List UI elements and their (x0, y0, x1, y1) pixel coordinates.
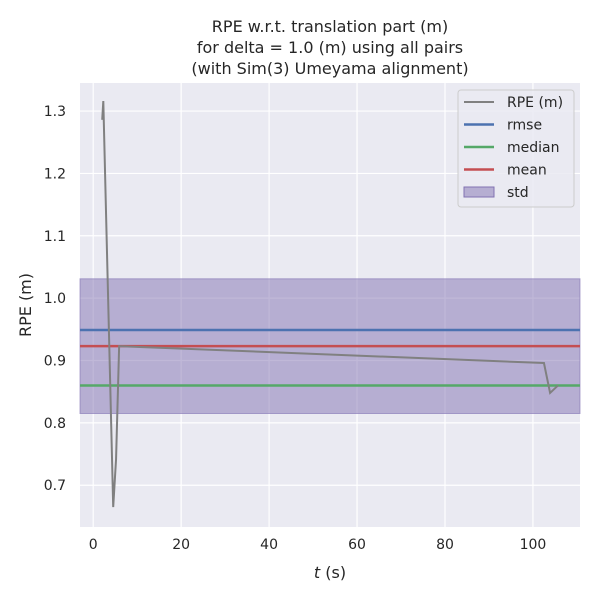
chart-title-line-3: (with Sim(3) Umeyama alignment) (191, 59, 468, 78)
rpe-series-line (101, 101, 559, 508)
legend-swatch (463, 186, 495, 198)
x-tick-label: 100 (520, 537, 547, 553)
y-tick-label: 1.0 (44, 291, 66, 307)
y-tick-label: 1.2 (44, 166, 66, 182)
legend: RPE (m) rmse median mean std (457, 89, 575, 208)
x-axis-label: t (s) (314, 563, 346, 582)
x-tick-label: 20 (172, 537, 190, 553)
x-tick-label: 0 (89, 537, 98, 553)
legend-label: std (507, 185, 529, 201)
x-tick-label: 60 (348, 537, 366, 553)
x-tick-label: 80 (436, 537, 454, 553)
legend-label: RPE (m) (507, 95, 563, 111)
chart-title-line-1: RPE w.r.t. translation part (m) (212, 17, 448, 36)
legend-label: median (507, 140, 559, 156)
chart-title-line-2: for delta = 1.0 (m) using all pairs (197, 38, 463, 57)
y-tick-label: 1.3 (44, 104, 66, 120)
y-axis-label: RPE (m) (16, 273, 35, 337)
y-tick-label: 0.7 (44, 478, 66, 494)
y-tick-label: 0.9 (44, 354, 66, 370)
legend-label: rmse (507, 118, 542, 134)
x-tick-label: 40 (260, 537, 278, 553)
y-tick-label: 0.8 (44, 416, 66, 432)
y-tick-label: 1.1 (44, 229, 66, 245)
legend-label: mean (507, 163, 547, 179)
